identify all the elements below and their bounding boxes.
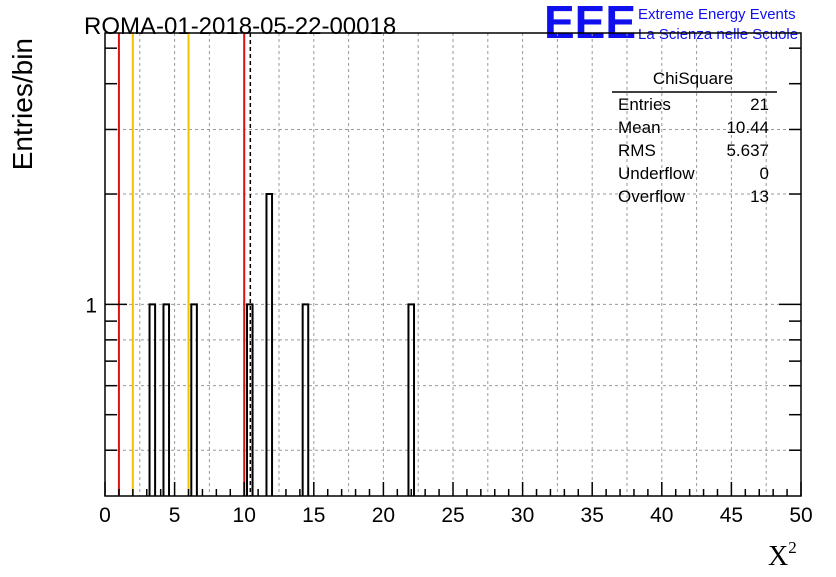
run-title: ROMA-01-2018-05-22-00018 [84,13,396,40]
x-tick-label-0: 0 [99,504,111,527]
histogram-bar-1 [162,303,171,496]
x-tick-label-4: 20 [372,504,395,527]
x-tick-label-5: 25 [441,504,464,527]
stats-title: ChiSquare [653,69,733,88]
histogram-bar-4 [265,193,274,496]
stats-value-overflow: 13 [750,187,769,206]
x-tick-label-8: 40 [650,504,673,527]
stats-box: ChiSquare Entries 21 Mean 10.44 RMS 5.637 Unde… [612,69,777,206]
logo-line-1: Extreme Energy Events [638,6,796,23]
stats-label-underflow: Underflow [618,164,695,183]
histogram-bar-0 [148,303,157,496]
stats-value-entries: 21 [750,95,769,114]
x-axis-label: X2 [768,538,797,572]
y-tick-labels: 1 [85,294,97,317]
histogram-bar-3 [245,303,254,496]
x-tick-label-6: 30 [511,504,534,527]
stats-rows: Entries 21 Mean 10.44 RMS 5.637 Underflow 0 Over… [618,95,769,206]
logo-line-2: La Scienza nelle Scuole [638,26,798,43]
grid-lines [105,33,801,496]
histogram-bars [148,193,416,496]
eee-logo: EEE [544,0,636,48]
stats-value-underflow: 0 [760,164,769,183]
stats-value-rms: 5.637 [726,141,769,160]
stats-label-rms: RMS [618,141,656,160]
reference-lines [117,33,252,496]
histogram-bar-5 [301,303,310,496]
x-tick-label-10: 50 [789,504,812,527]
stats-label-mean: Mean [618,118,661,137]
y-axis-label: Entries/bin [7,38,38,170]
x-tick-labels: 0 5 10 15 20 25 30 35 40 45 50 [99,504,813,527]
histogram-bar-2 [190,303,198,496]
x-axis-label-superscript: 2 [788,538,797,557]
x-tick-label-1: 5 [169,504,181,527]
stats-label-entries: Entries [618,95,671,114]
axis-ticks [104,47,802,496]
stats-label-overflow: Overflow [618,187,686,206]
x-tick-label-9: 45 [720,504,743,527]
x-tick-label-3: 15 [302,504,325,527]
x-axis-label-base: X [768,541,788,572]
x-tick-label-7: 35 [581,504,604,527]
y-tick-label-0: 1 [85,294,97,317]
x-tick-label-2: 10 [233,504,256,527]
stats-value-mean: 10.44 [726,118,769,137]
plot-frame [104,32,802,497]
histogram-bar-6 [407,303,416,496]
